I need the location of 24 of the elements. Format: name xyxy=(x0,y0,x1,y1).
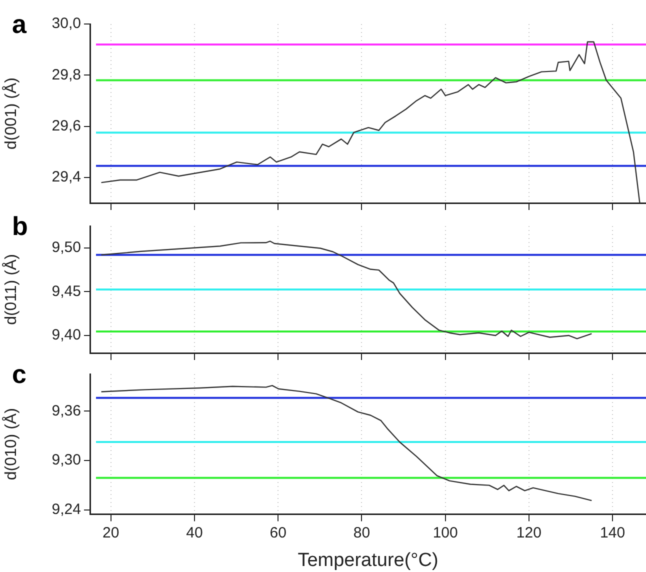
chart-title: a xyxy=(12,9,27,40)
x-tick-label: 140 xyxy=(600,524,626,542)
x-axis-title: Temperature(°C) xyxy=(298,550,438,571)
x-tick-label: 100 xyxy=(432,524,458,542)
x-tick-label: 40 xyxy=(186,524,203,542)
y-tick-label: 9,40 xyxy=(52,326,81,344)
chart-title: c xyxy=(12,359,26,390)
y-tick-label: 29,6 xyxy=(52,117,81,134)
y-axis-title: d(010) (Å) xyxy=(2,408,20,480)
y-tick-label: 9,30 xyxy=(52,452,81,469)
y-tick-label: 9,50 xyxy=(52,239,81,256)
y-tick-label: 29,8 xyxy=(52,66,81,84)
x-tick-label: 80 xyxy=(353,524,370,542)
y-tick-label: 30,0 xyxy=(52,15,81,32)
x-tick-label: 120 xyxy=(516,524,542,542)
y-tick-label: 29,4 xyxy=(52,168,81,186)
y-tick-label: 9,45 xyxy=(52,282,81,300)
y-axis-title: d(011) (Å) xyxy=(2,254,20,325)
y-tick-label: 9,24 xyxy=(52,501,81,518)
chart-title: b xyxy=(12,211,28,242)
y-axis-title: d(001) (Å) xyxy=(2,77,20,150)
x-tick-label: 20 xyxy=(102,524,120,542)
y-tick-label: 9,36 xyxy=(52,402,81,420)
x-tick-label: 60 xyxy=(270,524,286,542)
